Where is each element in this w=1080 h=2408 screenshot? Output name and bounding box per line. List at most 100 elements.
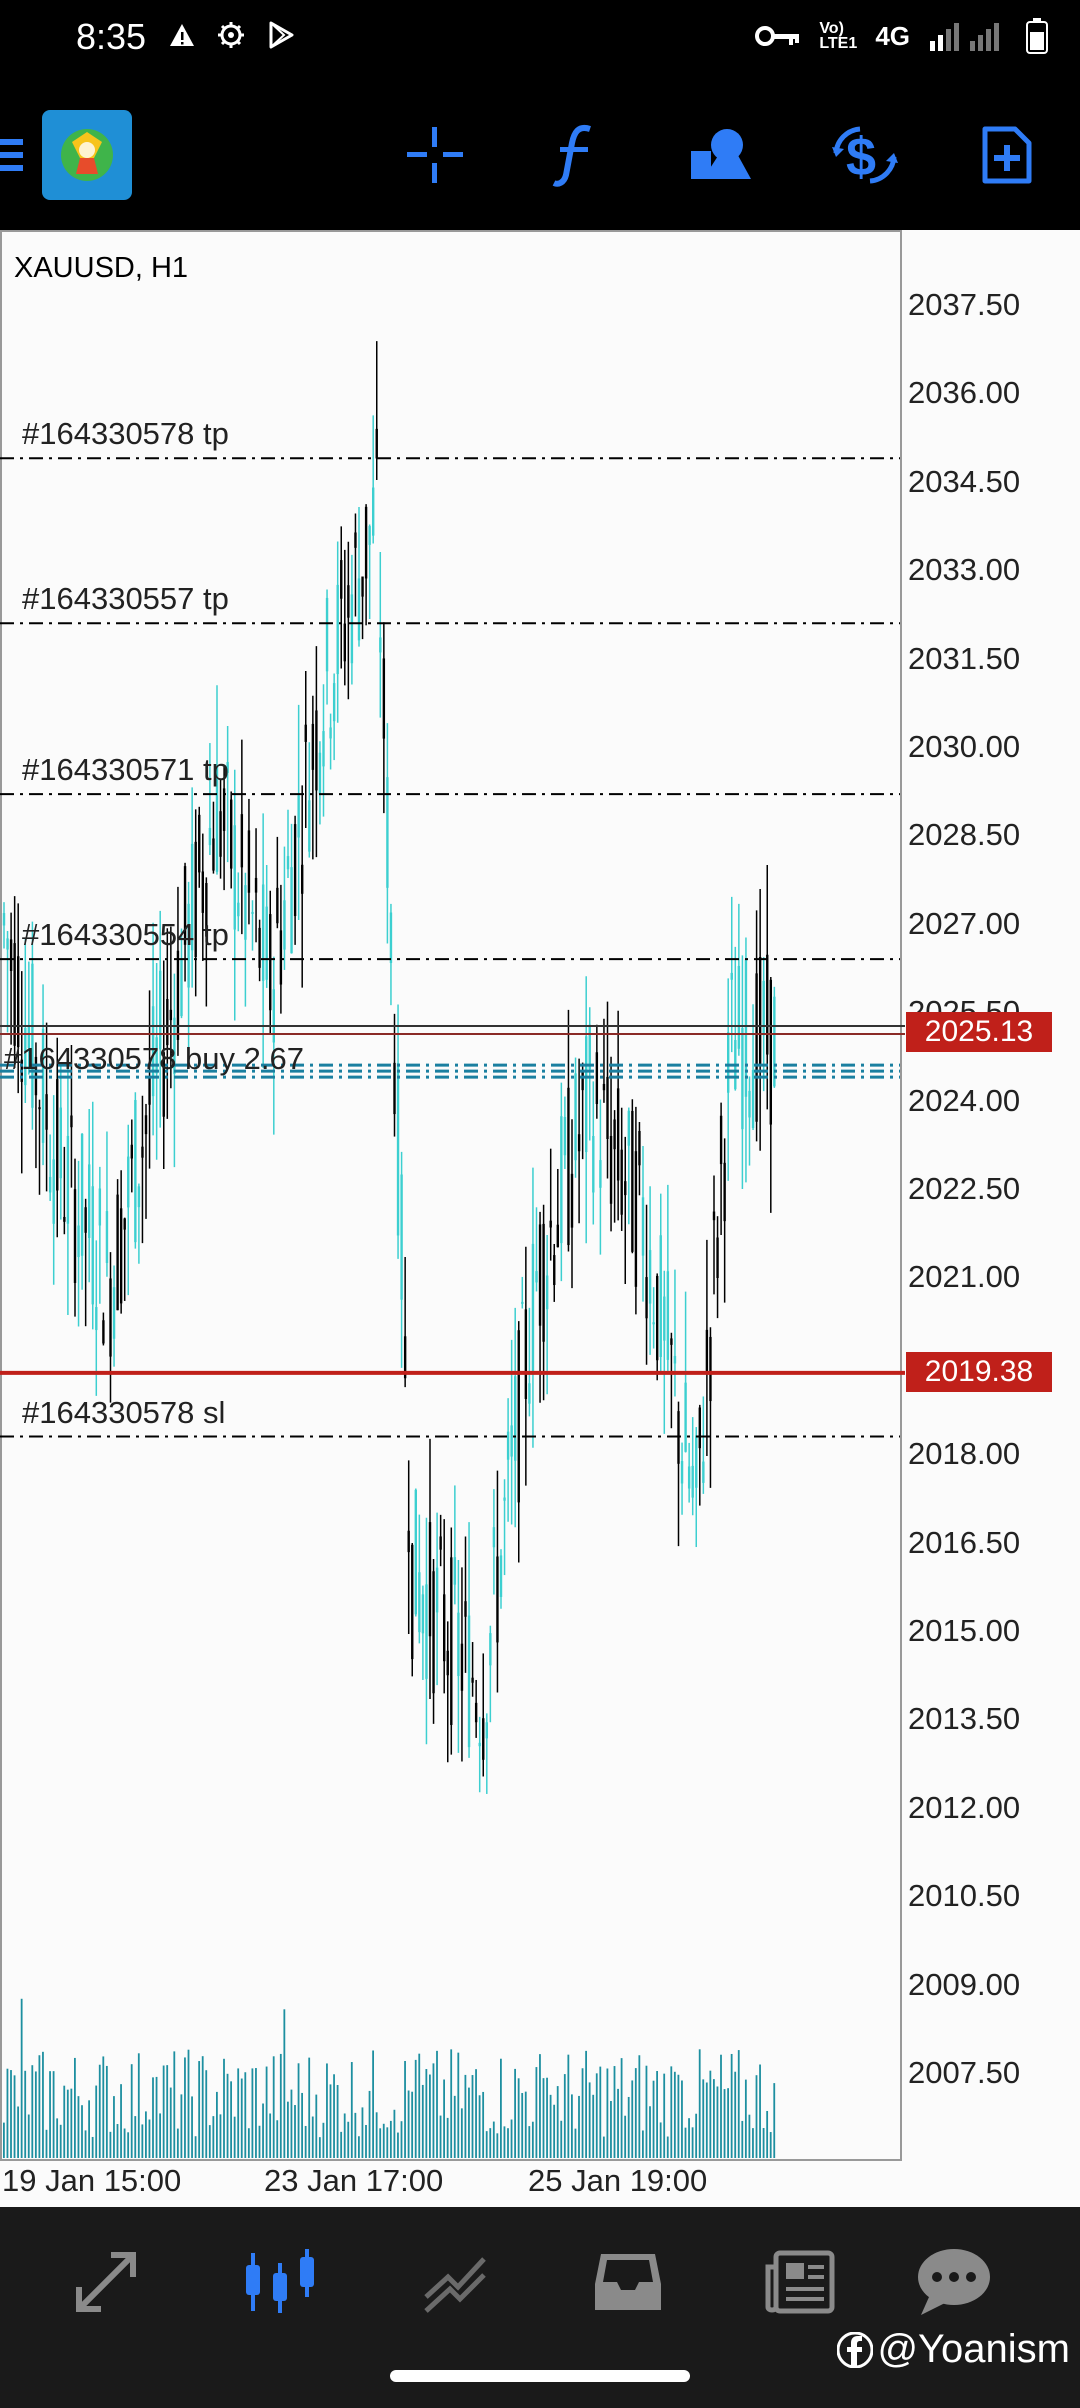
candle-body xyxy=(435,1567,439,1613)
candle-body xyxy=(169,1009,173,1021)
candle-body xyxy=(545,1275,549,1310)
crosshair-icon[interactable] xyxy=(390,110,480,200)
objects-icon[interactable] xyxy=(676,110,766,200)
candle-body xyxy=(240,814,244,868)
candle-body xyxy=(219,811,222,857)
candle-body xyxy=(588,1024,591,1070)
volume-bar xyxy=(368,2090,371,2158)
candle-body xyxy=(325,597,329,672)
price-axis-label: 2012.00 xyxy=(908,1789,1021,1825)
volume-bar xyxy=(127,2132,130,2158)
time-axis-label: 23 Jan 17:00 xyxy=(264,2163,444,2198)
time-axis-label: 19 Jan 15:00 xyxy=(2,2163,182,2198)
candle-body xyxy=(205,883,208,937)
candle-body xyxy=(723,1162,726,1222)
candle-body xyxy=(116,1194,119,1311)
alert-icon xyxy=(170,24,194,46)
news-icon[interactable] xyxy=(750,2237,850,2327)
chart-icon[interactable] xyxy=(230,2237,330,2327)
trade-nav-icon[interactable] xyxy=(405,2237,505,2327)
candle-body xyxy=(301,864,304,894)
volume-bar xyxy=(723,2089,726,2158)
volume-bar xyxy=(485,2131,488,2158)
volume-bar xyxy=(10,2070,12,2158)
metatrader-logo[interactable] xyxy=(42,110,132,200)
volume-bar xyxy=(70,2088,73,2158)
volume-bar xyxy=(77,2096,80,2158)
volume-bar xyxy=(528,2126,531,2158)
trade-icon[interactable]: $ xyxy=(820,110,910,200)
volume-bar xyxy=(709,2070,712,2158)
price-axis-label: 2031.50 xyxy=(908,640,1021,676)
candle-body xyxy=(24,1027,27,1086)
quotes-icon[interactable] xyxy=(56,2237,156,2327)
volume-bar xyxy=(187,2049,190,2158)
facebook-icon xyxy=(837,2331,874,2368)
candle-body xyxy=(457,1612,460,1677)
volume-bar xyxy=(95,2085,98,2158)
candle-body xyxy=(521,1301,524,1304)
history-icon[interactable] xyxy=(578,2237,678,2327)
candle-body xyxy=(208,827,212,846)
volume-bar xyxy=(752,2128,754,2158)
candle-body xyxy=(233,825,236,930)
volume-bar xyxy=(84,2130,87,2158)
candle-body xyxy=(659,1235,662,1358)
volume-bar xyxy=(691,2127,694,2158)
volume-bar xyxy=(3,2122,5,2158)
candle-body xyxy=(322,731,325,767)
volume-bar xyxy=(184,2057,186,2158)
candle-body xyxy=(127,1156,130,1208)
menu-icon[interactable] xyxy=(0,110,40,200)
candle-body xyxy=(183,866,187,945)
volume-bar xyxy=(336,2085,339,2158)
volume-bar xyxy=(578,2095,580,2158)
candle-body xyxy=(549,1220,552,1228)
candle-body xyxy=(73,1189,77,1283)
svg-text:$: $ xyxy=(846,127,876,185)
price-axis-label: 2028.50 xyxy=(908,817,1021,853)
messages-icon[interactable] xyxy=(904,2237,1004,2327)
volume-bar xyxy=(223,2058,225,2158)
candle-body xyxy=(13,943,16,1046)
candle-body xyxy=(194,841,197,958)
candle-body xyxy=(663,1296,666,1341)
candle-body xyxy=(460,1643,464,1691)
candle-body xyxy=(226,762,229,773)
candle-body xyxy=(482,1718,485,1760)
volume-bar xyxy=(318,2137,321,2158)
candle-body xyxy=(499,1555,503,1597)
candle-body xyxy=(17,956,20,1048)
volume-bar xyxy=(166,2065,169,2158)
volume-bar xyxy=(123,2128,126,2158)
volume-bar xyxy=(673,2071,676,2158)
candle-body xyxy=(656,1275,659,1361)
candle-body xyxy=(297,795,300,838)
candle-body xyxy=(570,1173,574,1228)
volume-bar xyxy=(251,2068,254,2158)
new-order-icon[interactable] xyxy=(962,110,1052,200)
volume-bar xyxy=(297,2063,300,2158)
candle-body xyxy=(613,1119,616,1150)
volume-bar xyxy=(308,2057,311,2158)
volume-bar xyxy=(684,2127,687,2158)
candle-body xyxy=(254,877,258,893)
candle-body xyxy=(379,637,382,653)
price-axis-label: 2015.00 xyxy=(908,1613,1021,1648)
volume-bar xyxy=(98,2064,101,2158)
price-chart[interactable]: XAUUSD, H1 2037.50 2036.00 2034.50 2033.00 2… xyxy=(0,230,1080,2207)
order-line-label: #164330571 tp xyxy=(22,752,229,788)
candle-body xyxy=(375,428,378,459)
candle-body xyxy=(137,1186,141,1208)
volume-bar xyxy=(563,2074,566,2158)
volume-bar xyxy=(230,2081,232,2158)
volume-bar xyxy=(162,2065,165,2158)
chart-canvas[interactable] xyxy=(0,230,1080,2207)
candle-body xyxy=(382,658,386,739)
candle-body xyxy=(744,959,748,1097)
volume-bar xyxy=(343,2113,346,2158)
indicators-icon[interactable] xyxy=(532,110,622,200)
candle-body xyxy=(315,710,318,791)
volume-bar xyxy=(620,2058,623,2158)
price-axis-label: 2009.00 xyxy=(908,1966,1021,2002)
